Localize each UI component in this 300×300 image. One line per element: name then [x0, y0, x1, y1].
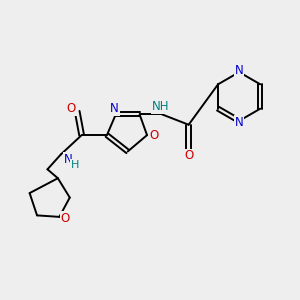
- Text: NH: NH: [152, 100, 169, 113]
- Text: N: N: [110, 103, 119, 116]
- Text: O: O: [184, 149, 193, 162]
- Text: H: H: [71, 160, 79, 170]
- Text: O: O: [61, 212, 70, 225]
- Text: O: O: [149, 129, 158, 142]
- Text: O: O: [67, 102, 76, 115]
- Text: N: N: [235, 116, 244, 129]
- Text: N: N: [64, 153, 73, 166]
- Text: N: N: [235, 64, 244, 77]
